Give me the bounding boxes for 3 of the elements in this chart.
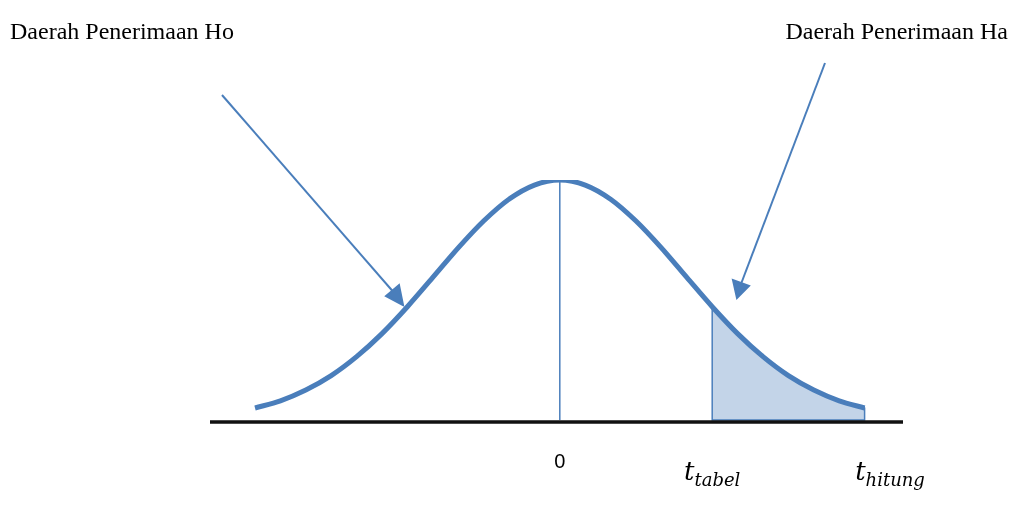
text: Daerah Penerimaan Ho [10, 18, 234, 45]
x-tick-label: 0 [554, 450, 566, 472]
text: Daerah Penerimaan Ha [785, 18, 1008, 45]
